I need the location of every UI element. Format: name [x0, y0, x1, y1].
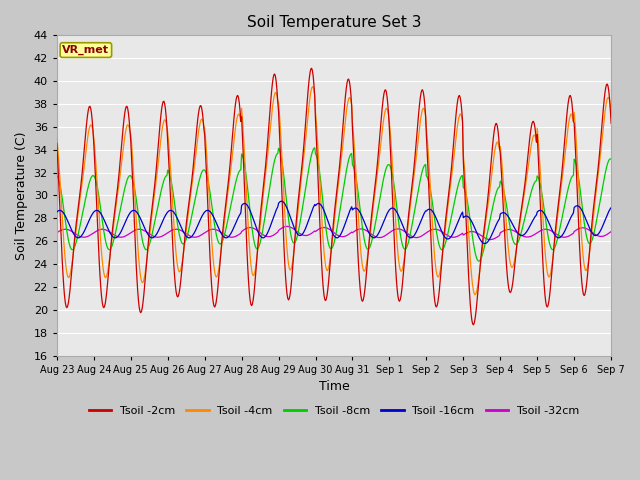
Title: Soil Temperature Set 3: Soil Temperature Set 3 — [247, 15, 421, 30]
Text: VR_met: VR_met — [62, 45, 109, 55]
Y-axis label: Soil Temperature (C): Soil Temperature (C) — [15, 131, 28, 260]
Legend: Tsoil -2cm, Tsoil -4cm, Tsoil -8cm, Tsoil -16cm, Tsoil -32cm: Tsoil -2cm, Tsoil -4cm, Tsoil -8cm, Tsoi… — [84, 402, 584, 420]
X-axis label: Time: Time — [319, 380, 349, 393]
